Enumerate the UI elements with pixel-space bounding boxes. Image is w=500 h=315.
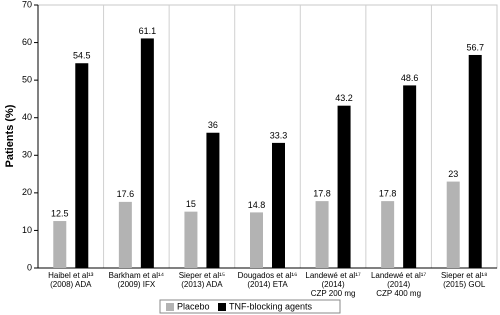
legend-swatch (218, 303, 226, 311)
y-tick-label: 60 (22, 37, 32, 47)
x-tick-label: (2014) (322, 280, 345, 289)
x-tick-label: (2015) GOL (443, 280, 486, 289)
bar (118, 201, 132, 268)
x-tick-label: Landewé et al¹⁷ (305, 271, 360, 280)
y-tick-label: 40 (22, 112, 32, 122)
x-tick-label: (2009) IFX (117, 280, 155, 289)
x-tick-label: Dougados et al¹⁶ (238, 271, 298, 280)
x-tick-label: Sieper et al¹⁵ (179, 271, 225, 280)
bar (381, 201, 395, 268)
x-tick-label: (2008) ADA (50, 280, 92, 289)
bar (337, 105, 351, 268)
bar (53, 221, 67, 268)
y-tick-label: 70 (22, 0, 32, 9)
bar (272, 142, 285, 268)
value-label: 17.6 (117, 189, 135, 199)
x-tick-label: Sieper et al¹⁸ (441, 271, 488, 280)
value-label: 36 (208, 120, 218, 130)
legend-label: Placebo (177, 301, 210, 311)
y-tick-label: 50 (22, 75, 32, 85)
x-tick-label: CZP 200 mg (311, 289, 356, 298)
value-label: 15 (186, 199, 196, 209)
bar (403, 85, 417, 268)
bar (206, 132, 220, 268)
x-tick-label: Landewé et al¹⁷ (371, 271, 426, 280)
bar (140, 38, 154, 269)
value-label: 33.3 (270, 130, 288, 140)
y-axis-label: Patients (%) (4, 104, 16, 167)
bar (184, 211, 198, 268)
value-label: 56.7 (466, 42, 484, 52)
bar (468, 54, 482, 268)
x-tick-label: CZP 400 mg (376, 289, 421, 298)
value-label: 12.5 (51, 208, 69, 218)
plot-frame (37, 4, 498, 269)
y-tick-label: 30 (22, 150, 32, 160)
value-label: 48.6 (401, 73, 419, 83)
y-tick-label: 20 (22, 187, 32, 197)
value-label: 23 (448, 169, 458, 179)
bar (315, 201, 329, 268)
x-tick-label: Haibel et al¹³ (48, 271, 94, 280)
bar (250, 212, 263, 268)
value-label: 17.8 (379, 188, 397, 198)
x-tick-label: (2013) ADA (181, 280, 223, 289)
bar (75, 63, 89, 268)
value-label: 14.8 (248, 200, 266, 210)
value-label: 43.2 (335, 93, 353, 103)
x-tick-label: Barkham et al¹⁴ (109, 271, 165, 280)
legend-box (159, 299, 341, 314)
value-label: 54.5 (73, 51, 91, 61)
legend-label: TNF-blocking agents (229, 301, 313, 311)
value-label: 17.8 (313, 188, 331, 198)
x-tick-label: (2014) (387, 280, 410, 289)
bar (446, 181, 460, 268)
y-tick-label: 10 (22, 225, 32, 235)
x-tick-label: (2014) ETA (247, 280, 288, 289)
legend-swatch (166, 303, 174, 311)
y-tick-label: 0 (27, 262, 32, 272)
value-label: 61.1 (139, 26, 157, 36)
